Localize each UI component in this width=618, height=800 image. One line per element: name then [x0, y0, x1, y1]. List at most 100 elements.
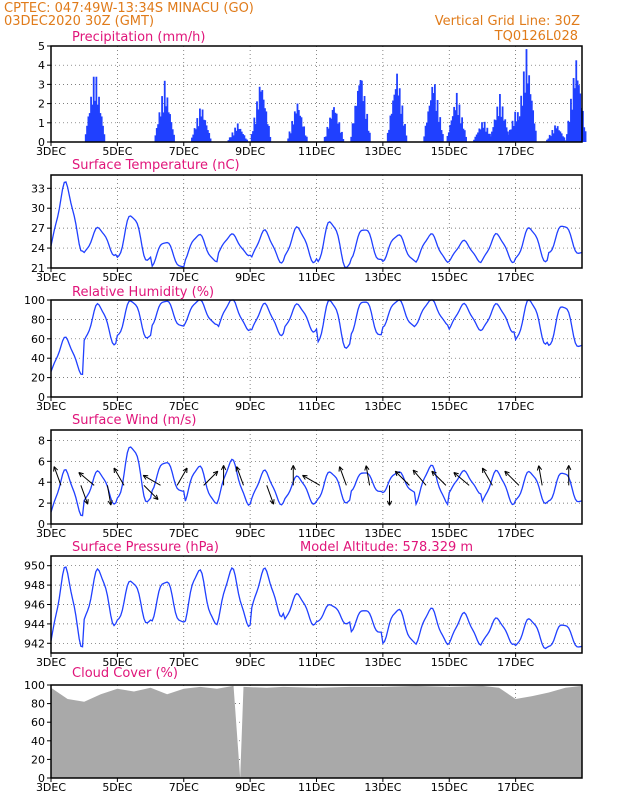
y-tick-label: 27 — [31, 222, 45, 235]
series-line — [50, 299, 583, 376]
x-tick-label: 5DEC — [102, 145, 132, 158]
wind-arrow — [302, 474, 321, 486]
precip-bar — [88, 113, 91, 142]
wind-arrow-head — [504, 470, 510, 477]
precip-bar — [479, 129, 482, 142]
precip-bar — [360, 80, 363, 142]
y-tick-label: 24 — [31, 242, 45, 255]
y-tick-label: 946 — [24, 599, 45, 612]
precip-bar — [514, 111, 517, 142]
x-tick-label: 3DEC — [36, 656, 66, 669]
y-tick-label: 4 — [38, 59, 45, 72]
precip-bar — [103, 134, 106, 142]
precip-bar — [234, 127, 236, 142]
precip-bar — [446, 135, 449, 142]
precip-bar — [342, 138, 345, 142]
precip-bar — [91, 104, 94, 142]
precip-bar — [292, 124, 295, 142]
precip-bar — [496, 106, 499, 142]
precip-bar — [389, 115, 392, 142]
x-tick-label: 9DEC — [235, 145, 265, 158]
precip-bar — [394, 89, 397, 142]
precip-bar — [195, 129, 197, 142]
precip-bar — [157, 124, 159, 142]
precip-bar — [489, 136, 492, 142]
precip-bar — [228, 137, 231, 142]
panel-4: 0 2 4 6 8 3DEC 5DEC 7DEC 9DEC 11DEC 13DEC 15DEC 17DE… — [36, 413, 583, 540]
precip-bar — [338, 122, 341, 142]
precip-bar — [576, 80, 579, 142]
precip-bar — [574, 88, 576, 142]
x-tick-label: 17DEC — [497, 145, 534, 158]
precip-bar — [454, 110, 457, 142]
precip-bar — [449, 124, 452, 142]
y-tick-label: 944 — [24, 618, 45, 631]
precip-bar — [202, 119, 205, 142]
precip-bar — [90, 96, 92, 142]
precip-bar — [521, 105, 524, 142]
wind-arrow-head — [53, 466, 59, 472]
precip-bar — [171, 129, 174, 142]
panel-frame — [50, 174, 583, 269]
x-tick-label: 17DEC — [497, 656, 534, 669]
precip-bar — [546, 139, 548, 142]
precip-bar — [401, 105, 404, 142]
wind-arrow-head — [182, 467, 188, 474]
precip-bar — [362, 101, 365, 142]
precip-bar — [341, 131, 343, 142]
precip-bar — [196, 118, 199, 142]
precip-bar — [493, 119, 496, 142]
x-tick-label: 11DEC — [298, 656, 335, 669]
x-tick-label: 7DEC — [169, 656, 199, 669]
precip-bar — [396, 73, 398, 142]
precip-bar — [473, 139, 475, 142]
y-tick-label: 40 — [31, 352, 45, 365]
series-line — [50, 181, 583, 269]
precip-bar — [243, 135, 246, 142]
x-tick-label: 7DEC — [169, 400, 199, 413]
x-tick-label: 15DEC — [431, 656, 468, 669]
model-altitude-label: Model Altitude: 578.329 m — [300, 540, 473, 555]
precip-bar — [155, 128, 158, 142]
precip-bar — [431, 86, 434, 142]
precip-bar — [517, 119, 520, 142]
x-tick-label: 11DEC — [298, 527, 335, 540]
precip-bar — [262, 99, 265, 142]
wind-arrow — [142, 474, 161, 486]
y-tick-label: 80 — [31, 698, 45, 711]
series-line — [50, 566, 583, 650]
x-tick-label: 17DEC — [497, 271, 534, 284]
header-grid-note: Vertical Grid Line: 30Z — [435, 14, 580, 29]
header-station: CPTEC: 047:49W-13:34S MINACU (GO) — [4, 1, 254, 16]
wind-arrow-head — [107, 500, 113, 506]
precip-bar — [339, 132, 342, 142]
x-tick-label: 13DEC — [364, 400, 401, 413]
y-tick-label: 30 — [31, 202, 45, 215]
precip-bar — [501, 106, 504, 142]
precip-bar — [326, 126, 329, 142]
precip-bar — [522, 71, 525, 142]
wind-arrow — [106, 485, 112, 506]
wind-arrow-head — [431, 470, 437, 477]
precip-bar — [232, 135, 235, 142]
precip-bar — [296, 103, 299, 142]
precip-bar — [242, 134, 244, 142]
y-tick-label: 948 — [24, 579, 45, 592]
precip-bar — [495, 120, 497, 142]
precip-bar — [350, 136, 353, 142]
precip-bar — [560, 133, 563, 142]
precip-bar — [169, 114, 171, 142]
precip-bar — [482, 127, 485, 142]
wind-arrow — [394, 470, 410, 486]
panel-title: Cloud Cover (%) — [72, 666, 178, 681]
precip-bar — [359, 79, 362, 142]
y-tick-label: 21 — [31, 262, 45, 275]
x-tick-label: 3DEC — [36, 400, 66, 413]
precip-bar — [533, 123, 536, 142]
wind-arrow — [143, 485, 159, 500]
x-tick-label: 13DEC — [364, 145, 401, 158]
precip-bar — [516, 132, 519, 142]
precip-bar — [563, 137, 566, 142]
x-tick-label: 5DEC — [102, 781, 132, 794]
precip-bar — [483, 121, 486, 142]
